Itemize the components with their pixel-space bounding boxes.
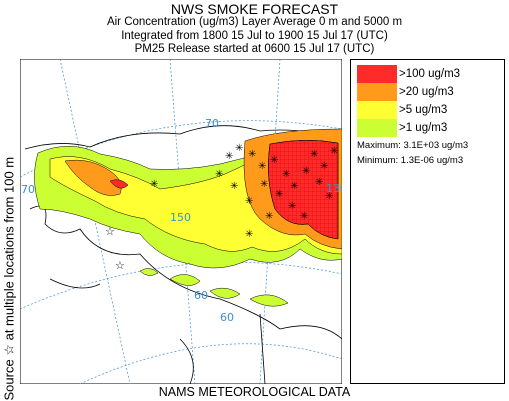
- maximum-value: Maximum: 3.1E+03 ug/m3: [357, 140, 469, 151]
- graticule-labels: 70 170 150 60 60 130: [20, 117, 342, 324]
- lon-label-150: 150: [170, 211, 191, 224]
- svg-text:✳: ✳: [315, 177, 323, 188]
- svg-text:✳: ✳: [258, 161, 266, 172]
- graticule: [20, 59, 342, 384]
- legend-swatch-1: [357, 119, 397, 137]
- svg-text:✳: ✳: [225, 151, 233, 162]
- legend-swatch-100: [357, 65, 397, 83]
- svg-text:✳: ✳: [215, 169, 223, 180]
- source-star-icon: ☆: [1, 344, 17, 356]
- plume-level-100: [109, 139, 339, 240]
- svg-text:✳: ✳: [302, 166, 310, 177]
- coastlines: [24, 125, 342, 384]
- legend-label-5: >5 ug/m3: [399, 104, 448, 116]
- svg-text:✳: ✳: [260, 179, 268, 190]
- meteorological-data-footer: NAMS METEOROLOGICAL DATA: [158, 385, 351, 399]
- svg-text:✳: ✳: [282, 169, 290, 180]
- svg-text:✳: ✳: [325, 191, 333, 202]
- legend: >100 ug/m3 >20 ug/m3 >5 ug/m3 >1 ug/m3 M…: [350, 59, 505, 384]
- svg-text:☆: ☆: [105, 225, 115, 238]
- unburned-source-markers: ☆ ☆: [105, 225, 125, 272]
- svg-text:✳: ✳: [330, 146, 338, 157]
- legend-swatch-5: [357, 101, 397, 119]
- legend-row-5: >5 ug/m3: [357, 101, 447, 119]
- svg-text:✳: ✳: [245, 196, 253, 207]
- source-side-label: Source ☆ at multiple locations from 100 …: [2, 46, 18, 401]
- svg-text:✳: ✳: [150, 179, 158, 190]
- lat-label-60-west: 60: [194, 289, 208, 302]
- svg-text:✳: ✳: [235, 143, 243, 154]
- svg-text:✳: ✳: [265, 211, 273, 222]
- legend-row-1: >1 ug/m3: [357, 119, 447, 137]
- lon-label-130: 130: [326, 182, 342, 195]
- subtitle-concentration: Air Concentration (ug/m3) Layer Average …: [106, 16, 403, 28]
- svg-text:☆: ☆: [115, 259, 125, 272]
- svg-text:✳: ✳: [230, 181, 238, 192]
- subtitle-integration: Integrated from 1800 15 Jul to 1900 15 J…: [121, 30, 388, 42]
- svg-text:✳: ✳: [290, 181, 298, 192]
- svg-text:✳: ✳: [300, 211, 308, 222]
- legend-row-20: >20 ug/m3: [357, 83, 454, 101]
- source-location-text: at multiple locations from 100 m: [1, 156, 17, 345]
- svg-text:✳: ✳: [275, 189, 283, 200]
- legend-row-100: >100 ug/m3: [357, 65, 460, 83]
- source-markers: ✳✳✳ ✳✳✳ ✳✳✳ ✳✳✳ ✳✳✳ ✳✳✳ ✳ ✳✳ ✳✳: [150, 143, 338, 240]
- minimum-value: Minimum: 1.3E-06 ug/m3: [357, 155, 464, 166]
- legend-swatch-20: [357, 83, 397, 101]
- lat-label-70: 70: [205, 117, 219, 130]
- title: NWS SMOKE FORECAST: [170, 1, 339, 17]
- lon-label-170: 170: [20, 183, 35, 196]
- svg-text:✳: ✳: [310, 149, 318, 160]
- legend-label-1: >1 ug/m3: [399, 122, 448, 134]
- smoke-map: ✳✳✳ ✳✳✳ ✳✳✳ ✳✳✳ ✳✳✳ ✳✳✳ ✳✳✳ ✳✳ ☆ ☆ 70 17…: [20, 59, 342, 384]
- svg-text:✳: ✳: [248, 149, 256, 160]
- svg-text:✳: ✳: [270, 155, 278, 166]
- svg-text:✳: ✳: [320, 161, 328, 172]
- legend-label-20: >20 ug/m3: [399, 86, 454, 98]
- lat-label-60-east: 60: [220, 311, 234, 324]
- svg-text:✳: ✳: [288, 201, 296, 212]
- legend-label-100: >100 ug/m3: [399, 68, 461, 80]
- subtitle-release: PM25 Release started at 0600 15 Jul 17 (…: [134, 43, 375, 55]
- svg-text:✳: ✳: [245, 229, 253, 240]
